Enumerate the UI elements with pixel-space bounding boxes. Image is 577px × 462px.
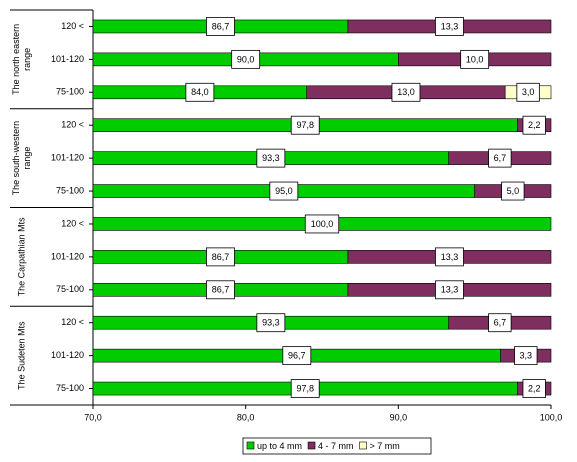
value-label-box xyxy=(269,181,299,201)
legend-swatch xyxy=(359,441,367,450)
value-label: 95,0 xyxy=(275,186,293,196)
value-label-box xyxy=(522,115,546,135)
value-label: 100,0 xyxy=(311,219,334,229)
value-label: 5,0 xyxy=(507,186,520,196)
x-tick-label: 100,0 xyxy=(540,412,563,422)
legend-label: up to 4 mm xyxy=(257,441,302,451)
value-label-box xyxy=(282,346,312,366)
legend-label: 4 - 7 mm xyxy=(318,441,354,451)
value-label: 13,0 xyxy=(397,87,415,97)
value-label: 86,7 xyxy=(212,21,230,31)
legend-label: > 7 mm xyxy=(370,441,400,451)
legend-box xyxy=(242,437,432,455)
value-label: 93,3 xyxy=(262,318,280,328)
group-label-line: The north eastern xyxy=(11,24,21,95)
y-tick-label: 75-100 xyxy=(56,87,84,97)
value-label: 86,7 xyxy=(212,285,230,295)
x-tick-label: 90,0 xyxy=(390,412,408,422)
y-tick-label: 75-100 xyxy=(56,284,84,294)
y-tick-label: 120 < xyxy=(61,120,84,130)
value-label: 93,3 xyxy=(262,153,280,163)
y-tick-label: 120 < xyxy=(61,21,84,31)
value-label: 6,7 xyxy=(494,318,507,328)
value-label: 3,0 xyxy=(522,87,535,97)
value-label: 2,2 xyxy=(528,383,541,393)
y-tick-label: 120 < xyxy=(61,317,84,327)
value-label-box xyxy=(501,181,525,201)
group-label-line: range xyxy=(22,147,32,170)
group-label-line: range xyxy=(22,48,32,71)
y-tick-label: 101-120 xyxy=(51,153,84,163)
group-label-line: The south-western xyxy=(11,121,21,196)
value-label: 90,0 xyxy=(237,54,255,64)
value-label-box xyxy=(514,346,538,366)
value-label: 86,7 xyxy=(212,252,230,262)
value-label-box xyxy=(460,49,490,69)
y-tick-label: 75-100 xyxy=(56,185,84,195)
value-label: 6,7 xyxy=(494,153,507,163)
value-label-box xyxy=(256,148,286,168)
value-label-box xyxy=(206,17,235,36)
x-tick-label: 70,0 xyxy=(84,412,102,422)
value-label-box xyxy=(488,313,512,333)
legend-swatch xyxy=(307,441,316,450)
value-label-box xyxy=(256,313,286,333)
value-label: 96,7 xyxy=(288,351,306,361)
y-tick-label: 101-120 xyxy=(51,350,84,360)
value-label-box xyxy=(290,115,320,135)
y-tick-label: 120 < xyxy=(61,218,84,228)
value-label: 2,2 xyxy=(528,120,541,130)
value-label-box xyxy=(290,379,320,398)
value-label-box xyxy=(435,280,464,300)
x-tick-label: 80,0 xyxy=(237,412,255,422)
value-label-box xyxy=(206,247,235,267)
legend-swatch xyxy=(246,441,255,450)
value-label-box xyxy=(304,214,340,234)
y-tick-label: 101-120 xyxy=(51,251,84,261)
value-label: 13,3 xyxy=(441,252,459,262)
group-label: The Carpathian Mts xyxy=(16,217,26,297)
value-label-box xyxy=(516,82,540,102)
group-label: The Sudeten Mts xyxy=(16,321,26,390)
group-label: The north easternrange xyxy=(11,24,32,95)
y-tick-label: 75-100 xyxy=(56,383,84,393)
value-label-box xyxy=(435,247,464,267)
value-label: 10,0 xyxy=(466,54,484,64)
y-tick-label: 101-120 xyxy=(51,54,84,64)
group-label: The south-westernrange xyxy=(11,121,32,196)
value-label-box xyxy=(185,82,215,102)
value-label-box xyxy=(488,148,512,168)
value-label-box xyxy=(231,49,261,69)
value-label-box xyxy=(522,379,546,398)
value-label: 13,3 xyxy=(441,285,459,295)
value-label-box xyxy=(435,17,464,36)
value-label: 3,3 xyxy=(520,351,533,361)
value-label: 84,0 xyxy=(191,87,209,97)
value-label-box xyxy=(206,280,235,300)
value-label: 97,8 xyxy=(296,383,314,393)
value-label: 13,3 xyxy=(441,21,459,31)
value-label-box xyxy=(391,82,421,102)
value-label: 97,8 xyxy=(296,120,314,130)
